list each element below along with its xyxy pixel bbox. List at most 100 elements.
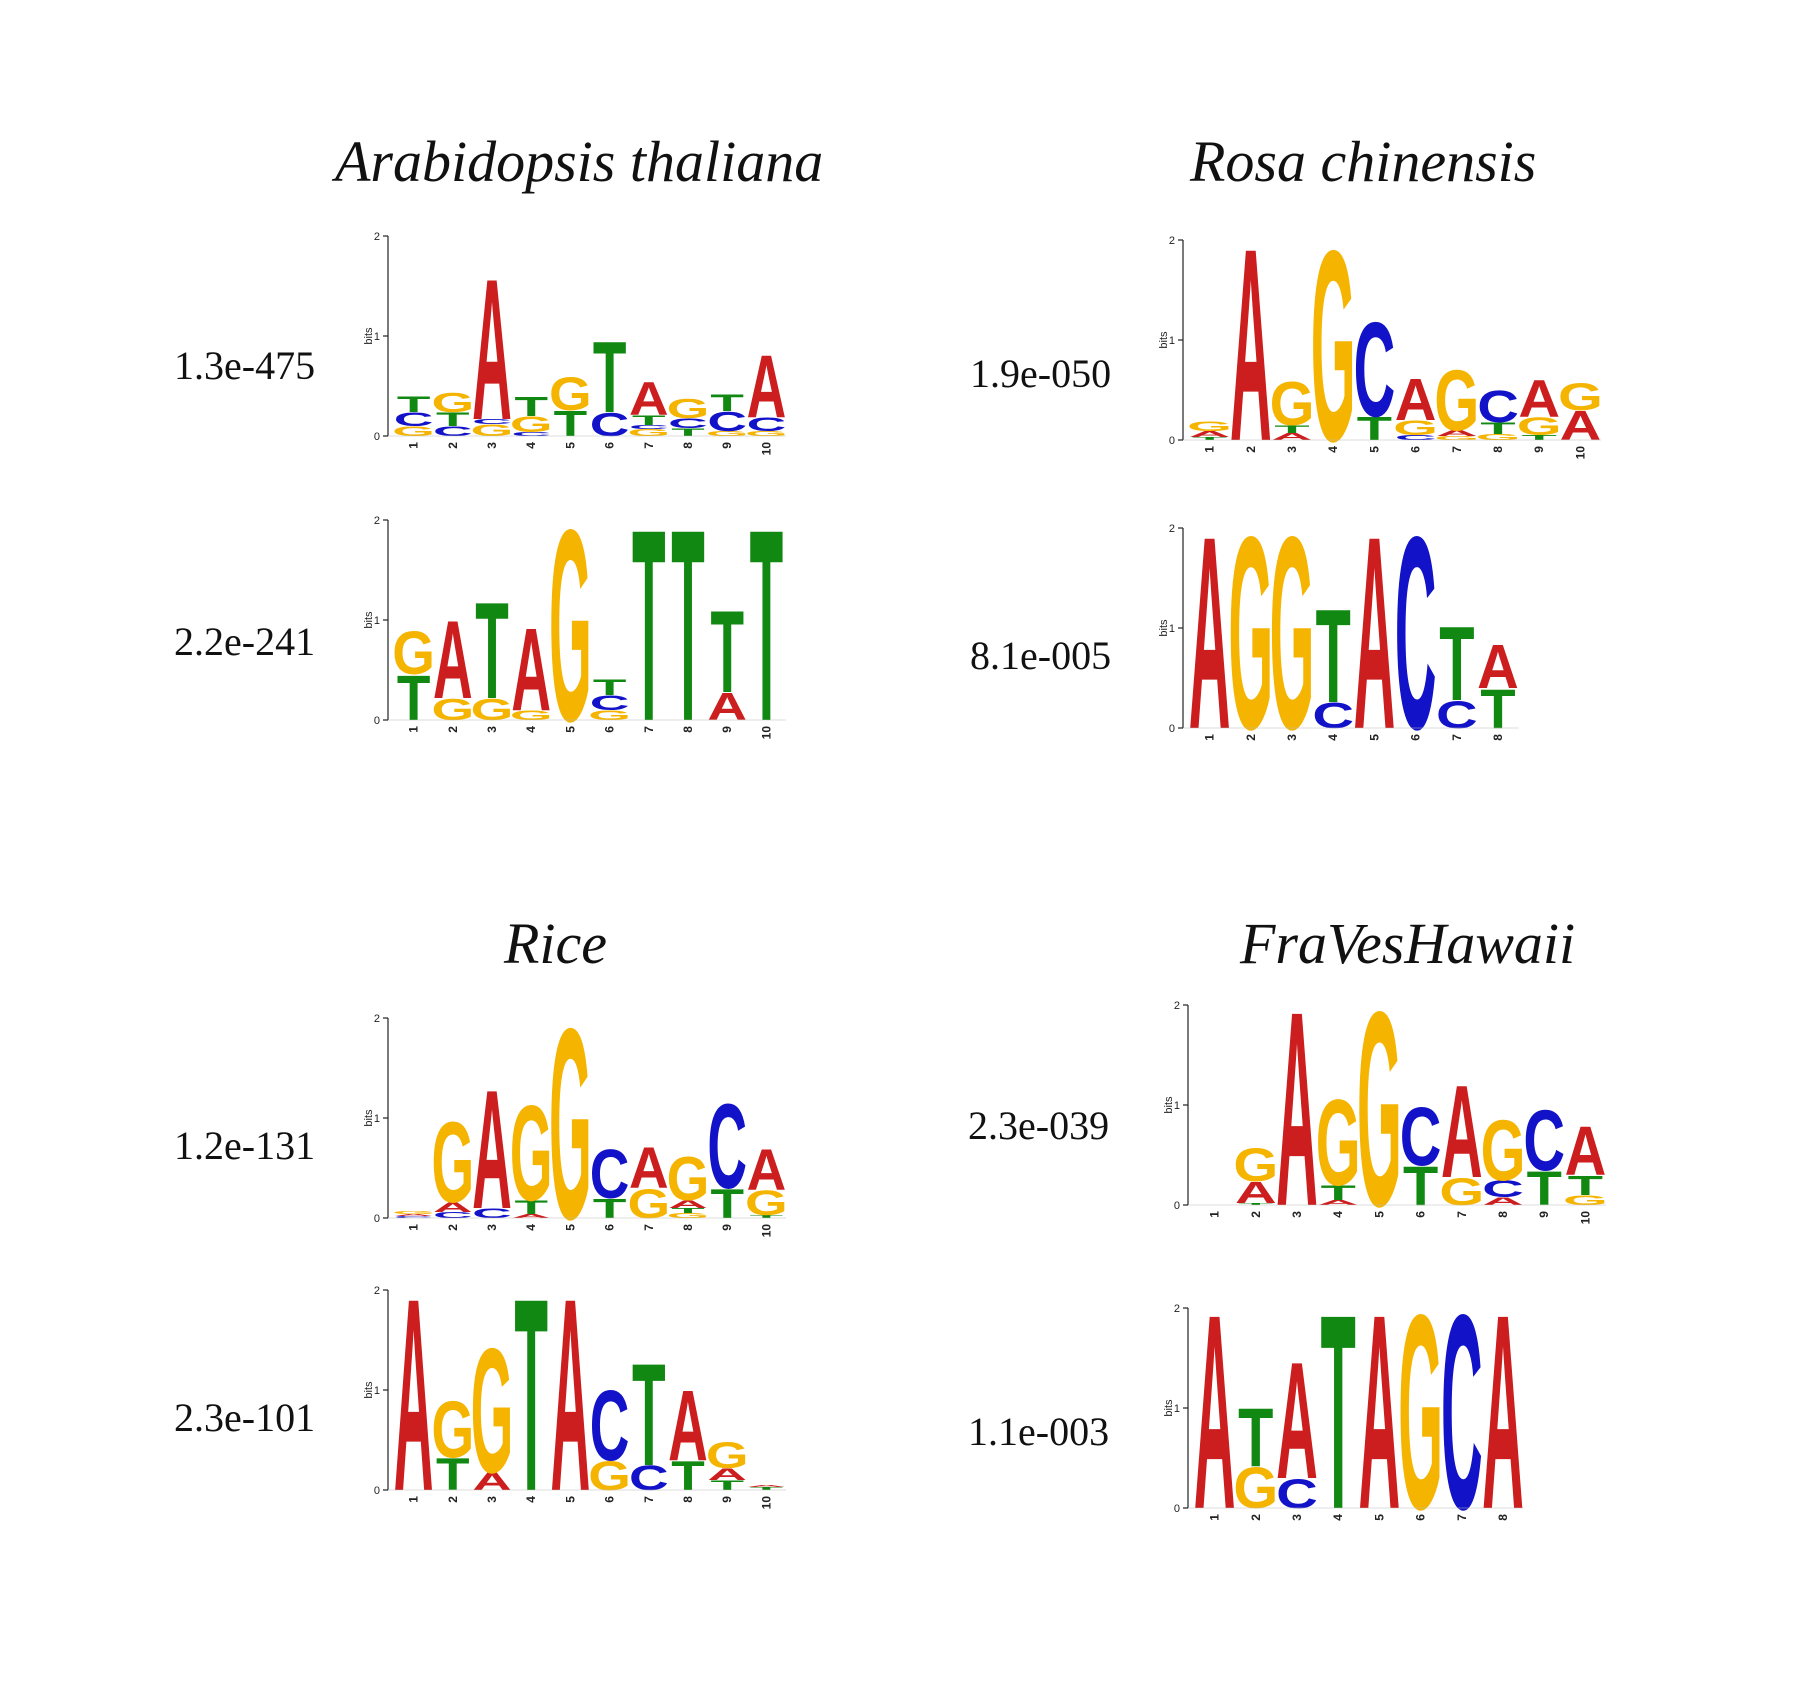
logo-letter-T: T xyxy=(1274,423,1309,436)
logo-letter-G: G xyxy=(1434,435,1479,441)
y-tick-label: 2 xyxy=(1169,523,1175,535)
logo-letter-T: T xyxy=(671,472,705,778)
logo-letter-G: G xyxy=(745,430,788,438)
logo-letter-G: G xyxy=(1357,953,1402,1265)
logo-letter-A: A xyxy=(472,238,512,463)
y-tick-label: 2 xyxy=(374,1285,380,1297)
y-tick-label: 2 xyxy=(374,1013,380,1025)
logo-letter-T: T xyxy=(710,587,744,718)
motif-evalue: 1.3e-475 xyxy=(174,343,316,388)
y-tick-label: 0 xyxy=(374,1485,380,1497)
logo-letter-A: A xyxy=(433,1200,473,1215)
position-label: 3 xyxy=(485,442,499,449)
motif-evalue: 2.3e-039 xyxy=(968,1103,1110,1148)
position-label: 7 xyxy=(642,1224,656,1231)
logo-letter-G: G xyxy=(471,421,514,440)
position-label: 9 xyxy=(720,726,734,733)
logo-letter-G: G xyxy=(471,693,514,727)
logo-letter-A: A xyxy=(551,1243,591,1549)
logo-letter-T: T xyxy=(1527,1162,1562,1216)
y-tick-label: 0 xyxy=(1174,1503,1180,1515)
logo-letter-A: A xyxy=(1441,1058,1483,1206)
logo-letter-A: A xyxy=(1518,369,1560,428)
position-label: 3 xyxy=(1285,446,1299,453)
logo-letter-G: G xyxy=(1439,1170,1484,1213)
logo-letter-T: T xyxy=(554,403,588,443)
logo-letter-C: C xyxy=(394,1216,434,1219)
logo-letter-A: A xyxy=(1235,1175,1277,1209)
logo-letter-G: G xyxy=(1476,433,1521,442)
logo-letter-G: G xyxy=(1481,1102,1526,1198)
logo-letter-A: A xyxy=(1194,1256,1236,1568)
logo-letter-A: A xyxy=(1560,402,1602,449)
motif-evalue: 2.3e-101 xyxy=(174,1395,316,1440)
y-tick-label: 2 xyxy=(1169,235,1175,247)
logo-letter-G: G xyxy=(588,1453,631,1499)
logo-letter-G: G xyxy=(1434,352,1479,448)
y-axis-label: bits xyxy=(363,1109,375,1127)
position-label: 3 xyxy=(485,726,499,733)
logo-letter-G: G xyxy=(1316,1075,1361,1212)
logo-letter-A: A xyxy=(1276,953,1318,1265)
logo-letter-T: T xyxy=(671,426,705,438)
logo-letter-T: T xyxy=(514,392,548,423)
logo-letter-T: T xyxy=(1192,436,1227,441)
position-label: 6 xyxy=(603,1224,617,1231)
y-tick-label: 1 xyxy=(374,1113,380,1125)
logo-letter-T: T xyxy=(1238,1202,1273,1205)
logo-letter-G: G xyxy=(1558,375,1603,418)
position-label: 8 xyxy=(1491,734,1505,741)
y-axis-label: bits xyxy=(363,327,375,345)
y-tick-label: 2 xyxy=(1174,1303,1180,1315)
logo-letter-T: T xyxy=(1480,678,1515,740)
position-label: 1 xyxy=(1208,1514,1222,1521)
logo-letter-A: A xyxy=(629,373,669,426)
logo-letter-C: C xyxy=(511,431,551,437)
position-label: 5 xyxy=(563,1496,577,1503)
y-axis-label: bits xyxy=(1163,1096,1175,1114)
logo-letter-G: G xyxy=(1187,418,1232,434)
y-tick-label: 0 xyxy=(1169,435,1175,447)
position-label: 8 xyxy=(1496,1514,1510,1521)
logo-letter-G: G xyxy=(1270,480,1315,787)
position-label: 3 xyxy=(485,1496,499,1503)
logo-letter-G: G xyxy=(1233,1456,1278,1521)
logo-letter-T: T xyxy=(1568,1170,1604,1201)
logo-letter-C: C xyxy=(668,416,708,431)
logo-letter-G: G xyxy=(392,1210,435,1215)
position-label: 5 xyxy=(563,726,577,733)
logo-letter-C: C xyxy=(472,1206,512,1221)
logo-letter-A: A xyxy=(511,1213,551,1219)
position-label: 5 xyxy=(1367,734,1381,741)
logo-letter-G: G xyxy=(431,693,474,727)
position-label: 1 xyxy=(407,726,421,733)
logo-letter-G: G xyxy=(627,427,670,438)
y-axis-label: bits xyxy=(363,1381,375,1399)
motif-evalue: 2.2e-241 xyxy=(174,619,316,664)
position-label: 2 xyxy=(446,442,460,449)
logo-letter-G: G xyxy=(1311,194,1356,498)
position-label: 5 xyxy=(563,1224,577,1231)
logo-letter-A: A xyxy=(668,1371,708,1483)
logo-letter-G: G xyxy=(627,1181,670,1227)
position-label: 6 xyxy=(603,726,617,733)
position-label: 6 xyxy=(603,1496,617,1503)
position-label: 10 xyxy=(759,442,773,456)
position-label: 2 xyxy=(1244,734,1258,741)
logo-letter-G: G xyxy=(510,708,553,723)
logo-letter-C: C xyxy=(1441,1256,1483,1568)
logo-letter-G: G xyxy=(431,388,474,419)
y-axis-label: bits xyxy=(1163,1399,1175,1417)
logo-letter-T: T xyxy=(1316,581,1351,730)
logo-letter-G: G xyxy=(549,368,592,421)
logo-letter-T: T xyxy=(436,409,470,431)
logo-letter-T: T xyxy=(1321,1256,1356,1568)
position-label: 9 xyxy=(1537,1211,1551,1218)
position-label: 3 xyxy=(485,1224,499,1231)
logo-letter-G: G xyxy=(471,1311,514,1510)
logo-letter-T: T xyxy=(710,1478,744,1493)
